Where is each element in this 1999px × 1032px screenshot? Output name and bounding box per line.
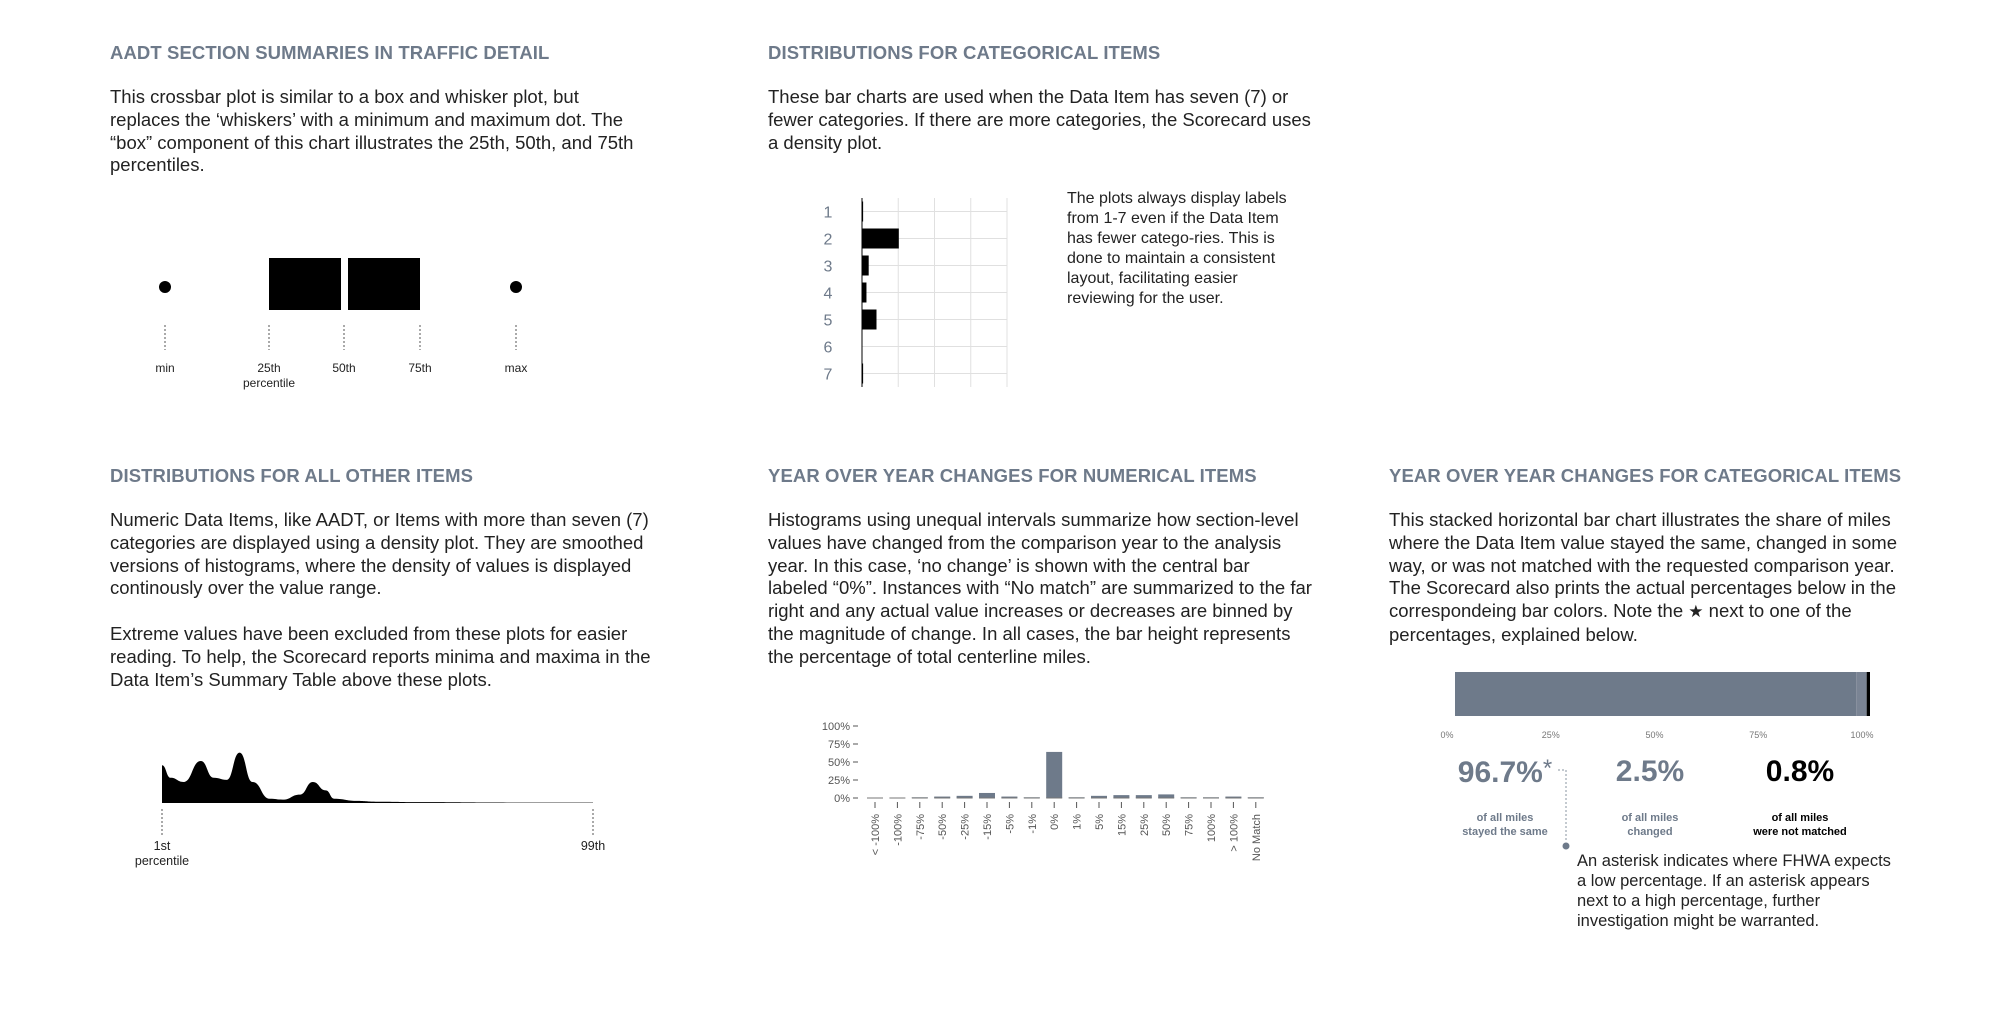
stat-not-matched-value: 0.8% [1765, 755, 1835, 788]
stat-changed-value: 2.5% [1615, 755, 1685, 788]
category-label: 5 [824, 313, 833, 330]
heading-other-distributions: DISTRIBUTIONS FOR ALL OTHER ITEMS [110, 465, 474, 486]
x-tick-label: 5% [1094, 814, 1106, 830]
box-upper [348, 258, 420, 310]
p1-sub-label: percentile [135, 854, 189, 868]
yoy-numerical-description: Histograms using unequal intervals summa… [768, 509, 1312, 667]
density-area [162, 752, 593, 803]
heading-categorical-distributions: DISTRIBUTIONS FOR CATEGORICAL ITEMS [768, 42, 1161, 63]
star-icon: ★ [1688, 602, 1704, 623]
p25-sub-label: percentile [243, 376, 295, 390]
stat-stayed-same-caption: of all miles stayed the same [1462, 812, 1548, 838]
x-tick-label: 75% [1184, 814, 1196, 836]
category-label: 6 [824, 340, 833, 357]
asterisk-mark: * [1542, 755, 1553, 782]
p25-label: 25th [257, 361, 280, 375]
category-label: 2 [824, 232, 833, 249]
y-tick-label: 0% [834, 793, 850, 805]
max-dot [510, 281, 522, 293]
category-bar [862, 282, 867, 303]
stat-not-matched-caption: of all miles were not matched [1753, 812, 1847, 838]
y-tick-label: 50% [828, 757, 850, 769]
box-lower [269, 258, 341, 310]
p1-label: 1st [154, 839, 171, 853]
category-label: 7 [824, 367, 833, 384]
stack-segment [1455, 672, 1857, 716]
x-tick-label: 75% [1749, 730, 1767, 740]
categorical-description: These bar charts are used when the Data … [768, 86, 1311, 153]
histogram-bar [1001, 796, 1018, 798]
category-label: 3 [824, 259, 833, 276]
x-tick-label: < -100% [870, 814, 882, 855]
asterisk-note: An asterisk indicates where FHWA expects… [1577, 852, 1891, 930]
yoy-histogram: 0%25%50%75%100%< -100% -100% -75% -50% -25% -… [822, 721, 1264, 861]
histogram-bar [934, 796, 951, 798]
stack-segment [1866, 672, 1870, 716]
stat-stayed-same-value: 96.7%* [1457, 755, 1553, 789]
p75-label: 75th [408, 361, 431, 375]
histogram-bar [1113, 795, 1130, 798]
x-tick-label: -1% [1027, 814, 1039, 834]
x-tick-label: 15% [1116, 814, 1128, 836]
stacked-bar-chart: 0% 25% 50% 75% 100% [1440, 672, 1874, 740]
x-tick-label: 100% [1206, 814, 1218, 842]
x-tick-label: -15% [982, 814, 994, 840]
other-description-1: Numeric Data Items, like AADT, or Items … [110, 509, 649, 599]
category-bar [862, 255, 869, 276]
x-tick-label: -5% [1004, 814, 1016, 834]
category-bar [862, 201, 864, 222]
y-tick-label: 100% [822, 721, 850, 733]
x-tick-label: > 100% [1228, 814, 1240, 852]
x-tick-label: 50% [1645, 730, 1663, 740]
heading-aadt-summaries: AADT SECTION SUMMARIES IN TRAFFIC DETAIL [110, 42, 550, 63]
p99-label: 99th [581, 839, 605, 853]
asterisk-callout-line [1558, 769, 1570, 850]
x-tick-label: 100% [1850, 730, 1873, 740]
x-tick-label: 1% [1072, 814, 1084, 830]
min-label: min [155, 361, 174, 375]
stat-changed-caption: of all miles changed [1621, 812, 1679, 838]
histogram-bar [1091, 795, 1107, 798]
stack-segment [1856, 672, 1867, 716]
x-tick-label: 50% [1161, 814, 1173, 836]
x-tick-label: 25% [1542, 730, 1560, 740]
histogram-bar [1135, 795, 1152, 798]
p50-label: 50th [332, 361, 355, 375]
histogram-bar [956, 795, 973, 798]
max-label: max [505, 361, 528, 375]
crossbar-plot: min 25th percentile 50th 75th max [155, 258, 528, 390]
histogram-bar [979, 792, 995, 798]
y-tick-label: 75% [828, 739, 850, 751]
heading-yoy-categorical: YEAR OVER YEAR CHANGES FOR CATEGORICAL I… [1389, 465, 1902, 486]
yoy-categorical-description: This stacked horizontal bar chart illust… [1389, 509, 1929, 647]
categorical-bar-chart: 1 2 3 4 5 6 7 [824, 198, 1008, 387]
x-tick-label: 25% [1139, 814, 1151, 836]
other-description-2: Extreme values have been excluded from t… [110, 623, 651, 690]
x-tick-label: 0% [1440, 730, 1453, 740]
categorical-note: The plots always display labels from 1-7… [1067, 190, 1287, 307]
histogram-bar [1158, 794, 1175, 798]
category-label: 1 [824, 205, 833, 222]
aadt-description: This crossbar plot is similar to a box a… [110, 86, 634, 176]
x-tick-label: -25% [960, 814, 972, 840]
x-tick-label: -100% [892, 814, 904, 846]
category-bar [862, 309, 877, 330]
x-tick-label: -50% [937, 814, 949, 840]
histogram-bar [1225, 796, 1242, 798]
histogram-bar [1046, 751, 1063, 798]
heading-yoy-numerical: YEAR OVER YEAR CHANGES FOR NUMERICAL ITE… [768, 465, 1257, 486]
y-tick-label: 25% [828, 775, 850, 787]
yoy-cat-body-end: next to one of the percentages, explaine… [1389, 600, 1852, 645]
x-tick-label: No Match [1251, 814, 1263, 861]
x-tick-label: 0% [1049, 814, 1061, 830]
category-label: 4 [824, 286, 833, 303]
x-tick-label: -75% [915, 814, 927, 840]
category-bar [862, 228, 899, 249]
category-bar [862, 363, 864, 384]
yoy-cat-body-start: This stacked horizontal bar chart illust… [1389, 509, 1898, 622]
min-dot [159, 281, 171, 293]
